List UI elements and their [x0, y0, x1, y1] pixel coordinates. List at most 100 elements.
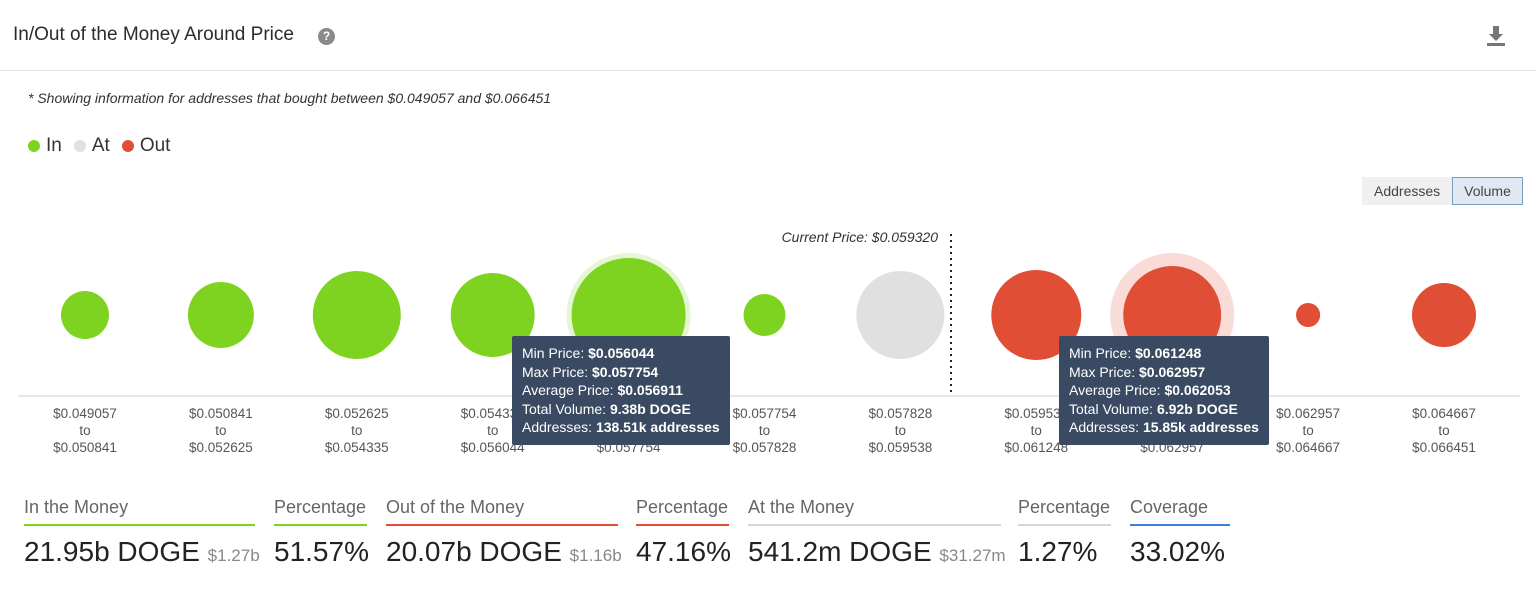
x-tick-label: $0.057754: [733, 406, 797, 421]
bubble: [61, 291, 109, 339]
summary-amount: 51.57%: [274, 536, 369, 567]
summary-value: 51.57%: [274, 536, 369, 568]
x-tick-label: $0.050841: [189, 406, 253, 421]
summary-column: Coverage 33.02%: [1130, 497, 1230, 568]
bubble: [743, 294, 786, 336]
bubble: [1296, 302, 1321, 328]
x-tick-label: to: [895, 423, 906, 438]
summary-amount: 21.95b DOGE: [24, 536, 200, 567]
tooltip-row: Min Price: $0.061248: [1069, 344, 1259, 363]
summary-column: Percentage 1.27%: [1018, 497, 1111, 568]
x-tick-label: to: [1031, 423, 1042, 438]
legend-swatch: [28, 140, 40, 152]
x-tick-label: to: [351, 423, 362, 438]
legend-swatch: [121, 140, 134, 152]
tooltip-label: Max Price:: [1069, 363, 1136, 380]
tooltip: Min Price: $0.056044 Max Price: $0.057754…: [512, 336, 730, 445]
x-tick-label: $0.056044: [461, 440, 525, 455]
x-tick-label: to: [1438, 423, 1449, 438]
x-tick-label: $0.057828: [868, 406, 932, 421]
tooltip-value: 15.85k addresses: [1142, 419, 1259, 436]
x-tick-label: $0.059538: [868, 440, 932, 455]
x-tick-label: $0.066451: [1412, 440, 1476, 455]
x-tick-label: to: [487, 423, 498, 438]
legend-swatch: [73, 140, 86, 152]
tooltip-label: Max Price:: [522, 363, 589, 380]
x-tick-label: $0.054335: [461, 406, 525, 421]
summary-value: 20.07b DOGE $1.16b: [386, 536, 622, 568]
tooltip-value: $0.061248: [1135, 345, 1202, 361]
tooltip-row: Total Volume: 9.38b DOGE: [522, 400, 720, 419]
summary-value: 1.27%: [1018, 536, 1111, 568]
summary-usd: $1.27b: [207, 546, 260, 565]
x-tick-label: $0.049057: [53, 406, 117, 421]
summary-value: 21.95b DOGE $1.27b: [24, 536, 260, 568]
tooltip-label: Total Volume:: [522, 400, 607, 417]
x-tick-label: to: [759, 423, 770, 438]
summary-column: Percentage 47.16%: [636, 497, 731, 568]
tooltip: Min Price: $0.061248 Max Price: $0.062957…: [1059, 336, 1269, 445]
summary-label: At the Money: [748, 497, 1001, 526]
toggle-button[interactable]: Addresses: [1362, 177, 1453, 205]
legend-label: In: [46, 135, 62, 156]
tooltip-row: Average Price: $0.062053: [1069, 381, 1259, 400]
x-tick-label: to: [79, 423, 90, 438]
bubble: [450, 273, 535, 357]
legend-item: In: [28, 135, 62, 157]
summary-amount: 541.2m DOGE: [748, 536, 932, 567]
tooltip-value: $0.056911: [617, 382, 683, 399]
summary-label: Percentage: [274, 497, 367, 526]
tooltip-value: $0.062053: [1164, 382, 1231, 399]
tooltip-value: $0.057754: [592, 363, 659, 380]
bubble: [312, 270, 401, 360]
download-icon[interactable]: [1484, 24, 1508, 48]
tooltip-row: Addresses: 138.51k addresses: [522, 418, 720, 437]
bubble: [856, 270, 945, 360]
tooltip-label: Addresses:: [1069, 419, 1140, 436]
tooltip-label: Average Price:: [522, 382, 614, 399]
bubble: [1411, 282, 1477, 348]
header: [0, 0, 1536, 71]
x-tick-label: to: [215, 423, 226, 438]
tooltip-row: Min Price: $0.056044: [522, 344, 720, 363]
tooltip-label: Min Price:: [522, 345, 585, 361]
tooltip-row: Max Price: $0.057754: [522, 363, 720, 382]
summary-column: Percentage 51.57%: [274, 497, 369, 568]
tooltip-row: Average Price: $0.056911: [522, 381, 720, 400]
summary-label: Coverage: [1130, 497, 1230, 526]
x-tick-label: $0.054335: [325, 440, 389, 455]
x-tick-label: $0.052625: [189, 440, 253, 455]
tooltip-row: Addresses: 15.85k addresses: [1069, 418, 1259, 437]
x-tick-label: $0.062957: [1276, 406, 1340, 421]
summary-value: 47.16%: [636, 536, 731, 568]
tooltip-value: $0.062957: [1139, 363, 1206, 380]
x-tick-label: to: [1302, 423, 1313, 438]
tooltip-label: Average Price:: [1069, 382, 1161, 399]
x-tick-label: $0.050841: [53, 440, 117, 455]
tooltip-value: 6.92b DOGE: [1156, 400, 1238, 417]
title: In/Out of the Money Around Price: [13, 24, 294, 45]
bubble-chart: Current Price: $0.059320 $0.049057 to $0.0…: [18, 229, 1520, 455]
summary-column: At the Money 541.2m DOGE $31.27m: [748, 497, 1006, 568]
toggle-button[interactable]: Volume: [1452, 177, 1523, 205]
tooltip-label: Total Volume:: [1069, 400, 1154, 417]
legend-label: At: [91, 135, 110, 156]
summary-label: Percentage: [636, 497, 729, 526]
toggle: Addresses Volume: [1362, 177, 1523, 205]
summary-amount: 33.02%: [1130, 536, 1225, 567]
bubble: [187, 282, 254, 348]
summary-amount: 1.27%: [1018, 536, 1098, 567]
x-tick-label: $0.061248: [1004, 440, 1068, 455]
summary-column: Out of the Money 20.07b DOGE $1.16b: [386, 497, 622, 568]
legend-item: Out: [121, 135, 170, 157]
x-tick-label: $0.064667: [1276, 440, 1340, 455]
tooltip-label: Min Price:: [1069, 345, 1132, 361]
current-price-label: Current Price: $0.059320: [782, 229, 939, 245]
summary-label: Out of the Money: [386, 497, 618, 526]
legend-item: At: [73, 135, 110, 157]
help-icon[interactable]: ?: [318, 28, 335, 45]
tooltip-label: Addresses:: [522, 419, 593, 436]
summary-label: Percentage: [1018, 497, 1111, 526]
bubble: [991, 269, 1082, 361]
